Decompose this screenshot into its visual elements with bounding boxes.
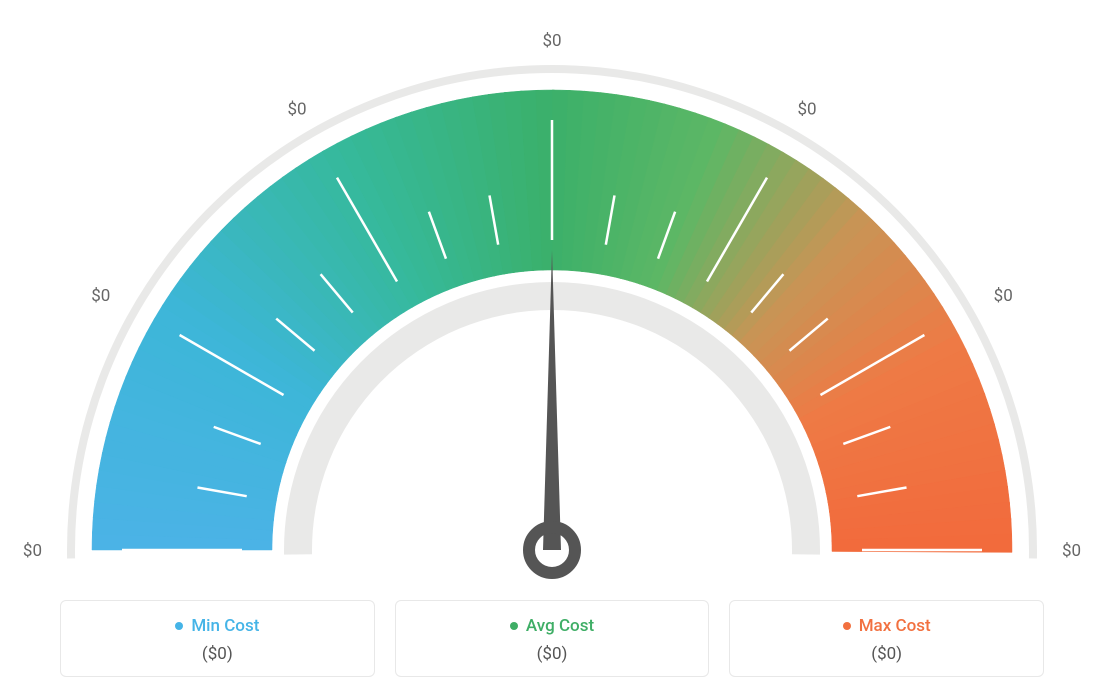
legend-card-max: Max Cost ($0) bbox=[729, 600, 1044, 677]
legend-card-avg: Avg Cost ($0) bbox=[395, 600, 710, 677]
legend-value-avg: ($0) bbox=[412, 644, 693, 664]
cost-gauge-chart: $0 $0 $0 $0 $0 $0 $0 Min Cost ($0) Avg Cost ($… bbox=[20, 20, 1084, 677]
gauge-svg: $0 $0 $0 $0 $0 $0 $0 bbox=[20, 20, 1084, 580]
legend-value-min: ($0) bbox=[77, 644, 358, 664]
legend-title-min: Min Cost bbox=[175, 616, 259, 636]
svg-text:$0: $0 bbox=[287, 99, 306, 119]
legend-value-max: ($0) bbox=[746, 644, 1027, 664]
svg-text:$0: $0 bbox=[23, 541, 42, 561]
legend-label-max: Max Cost bbox=[859, 616, 931, 636]
legend-label-avg: Avg Cost bbox=[526, 616, 594, 636]
legend-card-min: Min Cost ($0) bbox=[60, 600, 375, 677]
dot-min bbox=[175, 622, 183, 630]
svg-text:$0: $0 bbox=[91, 286, 110, 306]
legend-label-min: Min Cost bbox=[191, 616, 259, 636]
svg-text:$0: $0 bbox=[1062, 541, 1081, 561]
svg-text:$0: $0 bbox=[542, 31, 561, 51]
svg-text:$0: $0 bbox=[797, 99, 816, 119]
legend-title-avg: Avg Cost bbox=[510, 616, 594, 636]
svg-text:$0: $0 bbox=[994, 286, 1013, 306]
dot-avg bbox=[510, 622, 518, 630]
dot-max bbox=[843, 622, 851, 630]
legend-title-max: Max Cost bbox=[843, 616, 931, 636]
legend-row: Min Cost ($0) Avg Cost ($0) Max Cost ($0… bbox=[20, 600, 1084, 677]
